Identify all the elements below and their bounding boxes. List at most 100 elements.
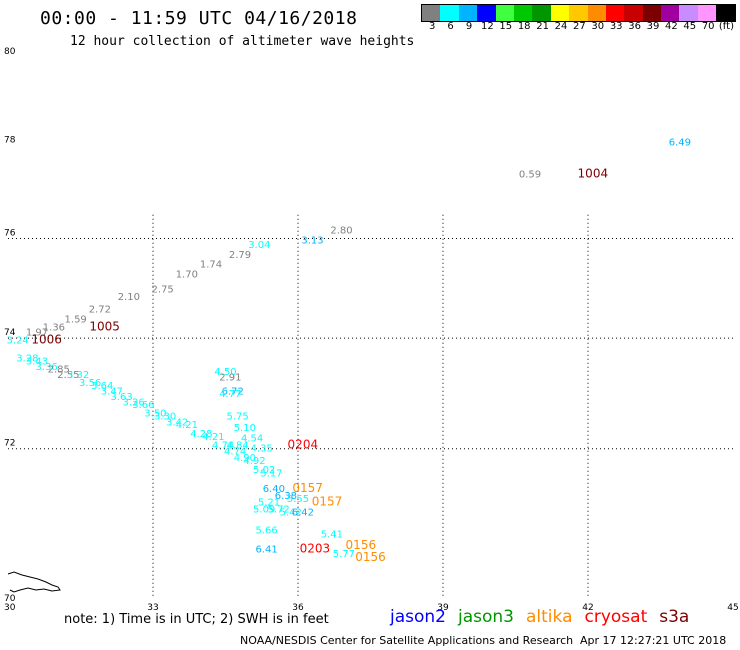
wave-height-label: 6.72 (222, 386, 244, 397)
coastline-land (7, 571, 61, 593)
pass-time-label: 0203 (300, 542, 331, 556)
wave-height-label: 5.42 (280, 508, 302, 519)
wave-height-label: 4.92 (243, 456, 265, 467)
legend-label: 6 (447, 21, 454, 32)
wave-height-label: 2.80 (330, 226, 352, 237)
longitude-tick-label: 39 (437, 603, 449, 613)
legend-label: 3 (429, 21, 436, 32)
wave-height-label: 3.13 (301, 235, 323, 246)
legend-label: 15 (499, 21, 513, 32)
wave-height-label: 5.21 (258, 497, 280, 508)
map-title: 00:00 - 11:59 UTC 04/16/2018 (40, 8, 358, 29)
wave-height-label: 1.59 (65, 315, 87, 326)
wave-height-label: 3.32 (67, 370, 89, 381)
legend-label: 70 (701, 21, 715, 32)
wave-height-label: 6.41 (255, 545, 277, 556)
latitude-tick-label: 74 (4, 328, 16, 338)
wave-height-label: 1.74 (200, 260, 222, 271)
wave-height-label: 4.50 (214, 367, 236, 378)
wave-height-label: 5.77 (333, 549, 355, 560)
wave-height-label: 2.79 (229, 250, 251, 261)
wave-height-label: 3.26 (123, 397, 145, 408)
satellite-key-item: jason2 (390, 607, 446, 627)
legend-swatch (532, 5, 551, 21)
pass-time-label: 0157 (312, 494, 343, 508)
satellite-key: jason2 jason3 altika cryosat s3a (390, 607, 701, 627)
wave-height-label: 2.55 (57, 370, 79, 381)
legend-label: 42 (665, 21, 678, 32)
legend-swatch (642, 5, 662, 21)
wave-height-label: 5.02 (253, 465, 275, 476)
legend-swatch (458, 5, 478, 21)
legend-label: 12 (481, 21, 494, 32)
wave-height-label: 6.42 (292, 508, 314, 519)
wave-height-label: 4.35 (251, 444, 273, 455)
longitude-tick-label: 30 (4, 603, 16, 613)
wave-height-label: 3.24 (7, 335, 29, 346)
legend-swatch (697, 5, 717, 21)
legend-swatch (716, 5, 735, 21)
pass-time-label: 0157 (292, 481, 323, 495)
longitude-tick-label: 45 (727, 603, 738, 613)
legend-swatch (605, 5, 625, 21)
wave-height-label: 1.97 (26, 327, 48, 338)
wave-height-label: 2.10 (118, 292, 140, 303)
latitude-tick-label: 76 (4, 228, 16, 238)
wave-height-label: 2.75 (152, 284, 174, 295)
legend-swatch (624, 5, 643, 21)
legend-swatch (569, 5, 588, 21)
note-text: note: 1) Time is in UTC; 2) SWH is in fe… (64, 612, 329, 627)
wave-height-label: 3.47 (101, 386, 123, 397)
wave-height-label: 5.75 (226, 412, 248, 423)
map-subtitle: 12 hour collection of altimeter wave hei… (70, 34, 415, 49)
pass-time-label: 1005 (89, 319, 120, 333)
wave-height-label: 3.04 (248, 240, 270, 251)
coastline (7, 571, 61, 593)
legend-label: 27 (573, 21, 586, 32)
wave-height-label: 3.63 (110, 392, 132, 403)
wave-height-label: 4.54 (241, 434, 263, 445)
legend-swatch (550, 5, 570, 21)
legend-label: 9 (465, 21, 473, 32)
wave-height-label: 3.50 (144, 409, 166, 420)
legend-swatch (477, 5, 496, 21)
pass-time-label: 0204 (288, 438, 319, 452)
observations-layer: 6.49 0.59 1004 2.80 3.13 3.042.79 1.741.702.75… (7, 137, 691, 564)
wave-height-label: 2.91 (219, 373, 241, 384)
wave-height-label: 5.72 (268, 504, 290, 515)
color-legend-labels: 3 6 9 12 15 18 21 24 27 30 33 36 39 42 45 70 (ft) (421, 21, 740, 35)
legend-label: 39 (646, 21, 660, 32)
legend-swatch (587, 5, 606, 21)
wave-height-label: 6.38 (275, 491, 297, 502)
wave-height-label: 1.36 (43, 322, 65, 333)
latitude-tick-label: 80 (4, 47, 16, 57)
legend-swatch (513, 5, 533, 21)
longitude-tick-label: 33 (147, 603, 158, 613)
wave-height-label: 5.10 (234, 423, 256, 434)
wave-height-label: 3.56 (79, 378, 101, 389)
satellite-key-item: altika (526, 607, 573, 627)
graticule (8, 214, 733, 598)
wave-height-label: 6.49 (669, 137, 691, 148)
wave-height-label: 3.43 (26, 356, 48, 367)
pass-time-label: 0156 (355, 550, 386, 564)
legend-label: 30 (591, 21, 605, 32)
wave-height-label: 0.59 (519, 169, 541, 180)
wave-height-label: 5.55 (287, 494, 309, 505)
wave-height-label: 3.64 (91, 381, 113, 392)
wave-height-label: 3.28 (16, 354, 38, 365)
wave-height-label: 5.17 (260, 468, 282, 479)
legend-swatch (661, 5, 680, 21)
pass-time-label: 1006 (31, 332, 62, 346)
wave-height-label: 4.90 (234, 453, 256, 464)
wave-height-label: 5.09 (253, 504, 275, 515)
timestamp-text: Apr 17 12:27:21 UTC 2018 (580, 634, 727, 647)
latitude-tick-label: 70 (4, 594, 16, 604)
satellite-key-item: cryosat (584, 607, 648, 627)
wave-height-label: 4.28 (190, 429, 212, 440)
legend-swatch (679, 5, 698, 21)
wave-height-label: 4.74 (224, 447, 246, 458)
legend-label: 45 (683, 21, 697, 32)
latitude-tick-label: 72 (4, 439, 15, 449)
pass-time-label: 0156 (346, 538, 377, 552)
